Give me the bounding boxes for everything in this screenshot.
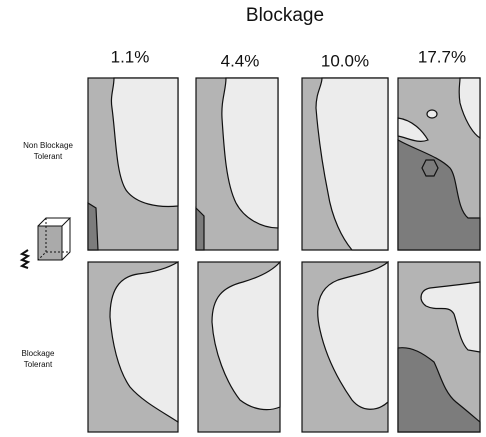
contour-panel (301, 77, 389, 251)
contour-panel (87, 260, 179, 433)
column-label: 10.0% (321, 51, 369, 70)
contour-panel (197, 260, 281, 433)
row-label: Tolerant (24, 360, 53, 369)
contour-panel (397, 77, 481, 251)
row-label: Tolerant (34, 152, 63, 161)
cube-icon (19, 217, 72, 269)
figure-title: Blockage (246, 5, 324, 26)
contour-panel (87, 77, 179, 251)
column-label: 4.4% (221, 51, 260, 70)
contour-panel (195, 77, 279, 251)
column-label: 17.7% (418, 47, 466, 66)
column-label: 1.1% (111, 47, 150, 66)
row-label: Non Blockage (23, 141, 73, 150)
contour-panel (301, 260, 389, 433)
contour-panel (397, 261, 481, 433)
row-label: Blockage (22, 349, 55, 358)
